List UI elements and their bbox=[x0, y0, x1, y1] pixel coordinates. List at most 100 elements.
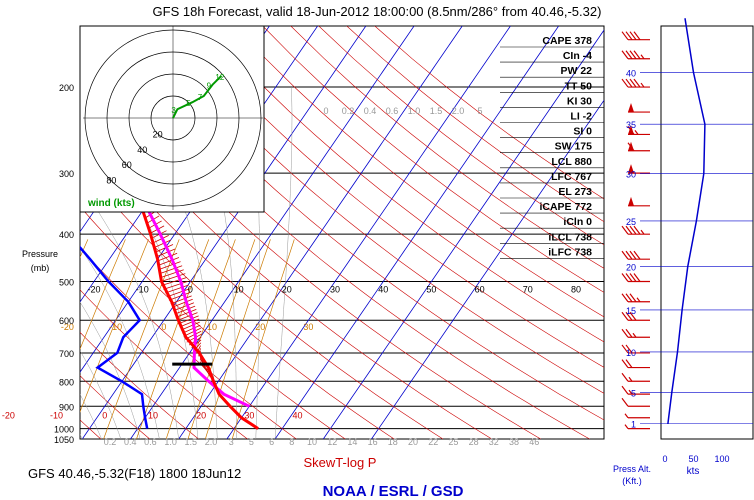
cape-hatch-line bbox=[165, 284, 189, 294]
mixing-ratio-line bbox=[165, 239, 236, 439]
hodograph-label: wind (kts) bbox=[87, 198, 135, 209]
barb-full bbox=[627, 126, 635, 135]
barb-full bbox=[633, 50, 641, 60]
barb-full bbox=[633, 250, 641, 260]
pressure-tick-label: 300 bbox=[59, 169, 74, 179]
mixing-ratio-label: 8 bbox=[289, 437, 294, 447]
cape-hatch-line bbox=[174, 305, 196, 315]
mixing-ratio-top-label: 0.6 bbox=[386, 106, 399, 116]
cape-hatch-line bbox=[175, 309, 197, 318]
hodograph-marker: 9 bbox=[207, 82, 212, 91]
isotherm-line bbox=[81, 26, 367, 439]
hodograph-ring-label: 60 bbox=[122, 160, 132, 170]
hodograph-ring-label: 80 bbox=[106, 176, 116, 186]
cape-hatch-line bbox=[179, 318, 200, 328]
hodograph-marker: 3 bbox=[171, 106, 176, 115]
dry-adiabat bbox=[346, 26, 604, 223]
hodograph-marker: 7 bbox=[198, 93, 203, 102]
kts-label: kts bbox=[687, 466, 700, 477]
mixing-ratio-line bbox=[80, 239, 126, 350]
hodograph-marker: 5 bbox=[186, 99, 191, 108]
temp-tick-label: 50 bbox=[426, 285, 436, 295]
mixing-ratio-label: 46 bbox=[529, 437, 539, 447]
temp-tick-label: 80 bbox=[571, 285, 581, 295]
index-value: LFC 767 bbox=[551, 171, 592, 183]
index-value: KI 30 bbox=[567, 95, 592, 107]
temperature-labels: -20-1001020304050607080-40-30-20-1001020… bbox=[2, 106, 581, 447]
mixing-ratio-top-label: 2.0 bbox=[452, 106, 465, 116]
wind-barb bbox=[621, 397, 650, 407]
temp-tick-label: 60 bbox=[475, 285, 485, 295]
index-value: CAPE 378 bbox=[542, 35, 592, 47]
press-alt-label: Press Alt. bbox=[613, 464, 651, 474]
hodograph-marker: 12 bbox=[215, 73, 224, 82]
wind-barb bbox=[627, 141, 650, 152]
temp-tick-label: 10 bbox=[234, 285, 244, 295]
barb-full bbox=[629, 311, 637, 321]
mixing-ratio-label: 16 bbox=[368, 437, 378, 447]
temp-mid-label: -20 bbox=[61, 322, 74, 332]
barb-half bbox=[632, 332, 637, 338]
index-value: LI -2 bbox=[570, 111, 592, 123]
index-value: SI 0 bbox=[573, 126, 592, 138]
barb-half bbox=[640, 229, 645, 235]
pressure-axis-label: Pressure (mb) bbox=[22, 249, 58, 273]
wind-barb bbox=[621, 385, 650, 395]
index-value: TT 50 bbox=[565, 80, 593, 92]
cape-hatch-line bbox=[180, 321, 200, 331]
speed-tick-label: 50 bbox=[688, 454, 698, 464]
temp-mid-label: 0 bbox=[161, 322, 166, 332]
barb-half bbox=[634, 130, 639, 135]
index-value: EL 273 bbox=[558, 186, 592, 198]
cape-hatch-line bbox=[182, 324, 201, 334]
barb-full bbox=[633, 273, 641, 282]
pressure-label: Pressure bbox=[22, 249, 58, 259]
wind-barb bbox=[621, 250, 650, 260]
mixing-ratio-label: 0.6 bbox=[144, 437, 157, 447]
index-value: CIn -4 bbox=[563, 50, 592, 62]
wind-barb bbox=[628, 164, 650, 174]
temp-tick-label: 20 bbox=[282, 285, 292, 295]
altitude-tick-label: 25 bbox=[626, 217, 636, 227]
mixing-ratio-label: 1.0 bbox=[164, 437, 177, 447]
wind-barb bbox=[621, 78, 650, 88]
temp-tick-label: -10 bbox=[136, 285, 149, 295]
barb-full bbox=[629, 50, 637, 60]
cape-hatch-line bbox=[157, 257, 180, 266]
mixing-ratio-label: 2.0 bbox=[205, 437, 218, 447]
barb-full bbox=[629, 78, 637, 88]
moist-adiabat bbox=[80, 350, 122, 439]
pressure-tick-label: 600 bbox=[59, 316, 74, 326]
index-value: PW 22 bbox=[560, 65, 592, 77]
index-value: LCL 880 bbox=[551, 156, 592, 168]
temp-mid-label: 10 bbox=[207, 322, 217, 332]
mixing-ratio-line bbox=[187, 239, 256, 439]
temp-bottom-label: -20 bbox=[2, 410, 15, 420]
isotherm-line bbox=[80, 26, 318, 373]
mixing-ratio-label: 6 bbox=[269, 437, 274, 447]
barb-half bbox=[624, 413, 629, 419]
barb-full bbox=[633, 225, 641, 235]
wind-barb bbox=[621, 311, 650, 321]
cape-hatch-line bbox=[151, 235, 169, 244]
mixing-ratio-top-label: 5 bbox=[477, 106, 482, 116]
pressure-tick-label: 200 bbox=[59, 83, 74, 93]
barb-pennant bbox=[628, 103, 634, 113]
mixing-ratio-label: 0.2 bbox=[104, 437, 117, 447]
barb-full bbox=[621, 273, 629, 282]
station-label: GFS 40.46,-5.32(F18) 1800 18Jun12 bbox=[28, 466, 241, 481]
barb-half bbox=[624, 424, 629, 430]
mixing-ratio-label: 38 bbox=[509, 437, 519, 447]
barb-full bbox=[621, 372, 629, 382]
dry-adiabat bbox=[80, 289, 248, 439]
cape-hatch-line bbox=[160, 273, 186, 283]
hodograph-trace bbox=[172, 75, 223, 119]
index-value: SW 175 bbox=[555, 141, 593, 153]
barb-half bbox=[628, 376, 633, 382]
barb-full bbox=[633, 78, 641, 88]
altitude-tick-label: 30 bbox=[626, 170, 636, 180]
barb-full bbox=[621, 293, 629, 303]
